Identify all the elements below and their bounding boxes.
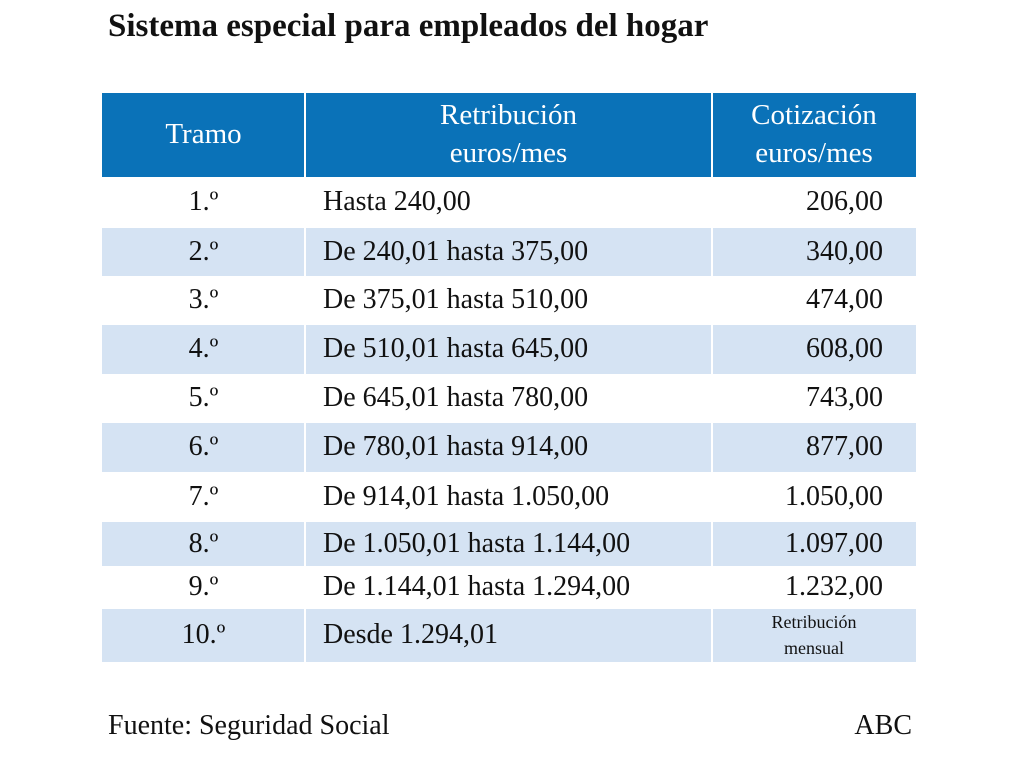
table-cell: De 1.050,01 hasta 1.144,00 xyxy=(305,522,712,566)
table-cell: 10.º xyxy=(102,609,305,662)
cell-line: Tramo xyxy=(165,118,242,151)
table-cell: 1.097,00 xyxy=(712,522,916,566)
source: Fuente: Seguridad Social xyxy=(108,710,390,741)
table-cell: 340,00 xyxy=(712,228,916,276)
title: Sistema especial para empleados del hoga… xyxy=(108,8,709,44)
table-cell: 1.232,00 xyxy=(712,566,916,609)
table-cell: 743,00 xyxy=(712,374,916,423)
table-cell: 206,00 xyxy=(712,177,916,228)
table-cell: 9.º xyxy=(102,566,305,609)
column-separator xyxy=(304,93,306,662)
table-cell: De 375,01 hasta 510,00 xyxy=(305,276,712,325)
column-header: Cotización euros/mes xyxy=(712,93,916,177)
table-cell: De 780,01 hasta 914,00 xyxy=(305,423,712,472)
table-cell: 1.º xyxy=(102,177,305,228)
table-cell: De 914,01 hasta 1.050,00 xyxy=(305,472,712,522)
table-cell: 6.º xyxy=(102,423,305,472)
brand: ABC xyxy=(854,710,912,741)
cell-line: euros/mes xyxy=(449,137,568,169)
table-cell: Hasta 240,00 xyxy=(305,177,712,228)
table-cell: De 510,01 hasta 645,00 xyxy=(305,325,712,374)
table-cell: 4.º xyxy=(102,325,305,374)
table-cell: Desde 1.294,01 xyxy=(305,609,712,662)
cell-line: Retribución xyxy=(440,99,577,132)
cell-line: euros/mes xyxy=(755,137,873,169)
table-cell: 3.º xyxy=(102,276,305,325)
table-cell: 608,00 xyxy=(712,325,916,374)
table-cell: 2.º xyxy=(102,228,305,276)
table-cell: 5.º xyxy=(102,374,305,423)
cell-line: Retribución xyxy=(771,612,857,633)
cell-line: mensual xyxy=(784,637,844,658)
table-cell: De 645,01 hasta 780,00 xyxy=(305,374,712,423)
column-header: Retribución euros/mes xyxy=(305,93,712,177)
table-cell: 7.º xyxy=(102,472,305,522)
table-cell: 877,00 xyxy=(712,423,916,472)
table-cell: 474,00 xyxy=(712,276,916,325)
table-cell: 1.050,00 xyxy=(712,472,916,522)
table-cell: 8.º xyxy=(102,522,305,566)
table-cell: De 240,01 hasta 375,00 xyxy=(305,228,712,276)
table-cell: Retribución mensual xyxy=(712,609,916,662)
cell-line: Cotización xyxy=(751,99,877,132)
column-separator xyxy=(711,93,713,662)
column-header: Tramo xyxy=(102,93,305,177)
table-cell: De 1.144,01 hasta 1.294,00 xyxy=(305,566,712,609)
